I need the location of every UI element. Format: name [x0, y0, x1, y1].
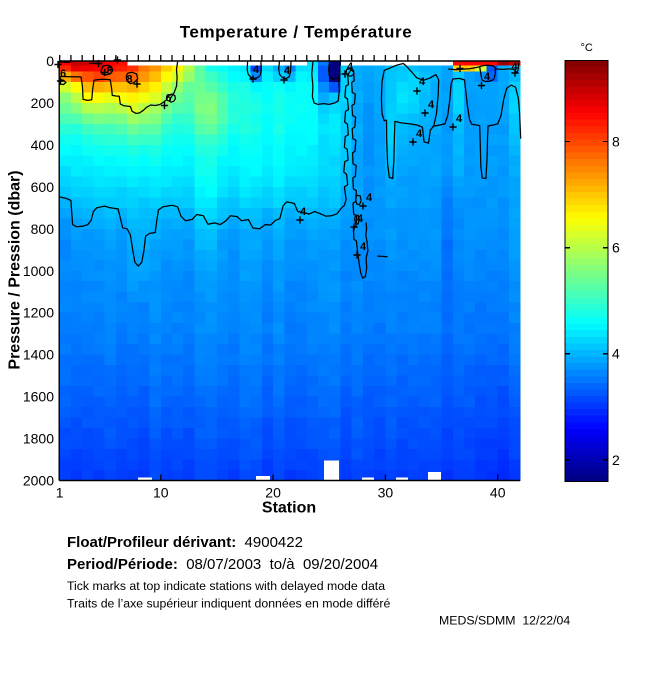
- svg-text:Temperature / Température: Temperature / Température: [180, 23, 413, 42]
- svg-text:Traits de l’axe supérieur indi: Traits de l’axe supérieur indiquent donn…: [67, 597, 391, 611]
- svg-text:MEDS/SDMM 12/22/04: MEDS/SDMM 12/22/04: [439, 614, 570, 628]
- svg-text:4: 4: [360, 241, 367, 253]
- svg-text:6: 6: [166, 93, 172, 105]
- svg-text:0: 0: [46, 53, 54, 69]
- svg-text:6: 6: [60, 68, 66, 80]
- svg-text:2000: 2000: [23, 473, 54, 489]
- svg-text:Tick marks at top indicate sta: Tick marks at top indicate stations with…: [67, 579, 385, 593]
- svg-text:4: 4: [300, 206, 307, 218]
- svg-text:4: 4: [612, 346, 620, 362]
- svg-text:Pressure / Pression (dbar): Pressure / Pression (dbar): [7, 170, 24, 369]
- svg-text:8: 8: [107, 65, 113, 77]
- svg-text:800: 800: [31, 221, 55, 237]
- svg-text:6: 6: [612, 240, 620, 256]
- svg-text:4: 4: [284, 65, 291, 77]
- svg-text:10: 10: [153, 485, 169, 501]
- svg-text:8: 8: [612, 134, 620, 150]
- svg-text:4: 4: [366, 192, 373, 204]
- svg-text:Station: Station: [262, 500, 316, 517]
- svg-text:600: 600: [31, 179, 55, 195]
- svg-text:Float/Profileur dérivant: 490: Float/Profileur dérivant: 4900422: [67, 534, 303, 551]
- svg-text:4: 4: [347, 61, 354, 73]
- svg-text:4: 4: [357, 213, 364, 225]
- svg-text:30: 30: [378, 485, 394, 501]
- svg-text:4: 4: [456, 113, 463, 125]
- svg-text:4: 4: [428, 99, 435, 111]
- svg-text:20: 20: [265, 485, 281, 501]
- svg-text:1400: 1400: [23, 347, 54, 363]
- svg-text:4: 4: [419, 76, 426, 88]
- svg-text:1800: 1800: [23, 431, 54, 447]
- svg-text:1200: 1200: [23, 305, 54, 321]
- svg-text:Period/Période: 08/07/2003 t: Period/Période: 08/07/2003 to/à 09/20/20…: [67, 556, 378, 573]
- svg-text:400: 400: [31, 137, 55, 153]
- svg-text:°C: °C: [581, 42, 593, 54]
- svg-text:1600: 1600: [23, 389, 54, 405]
- svg-text:1000: 1000: [23, 263, 54, 279]
- svg-text:40: 40: [490, 485, 506, 501]
- svg-text:4: 4: [416, 128, 423, 140]
- svg-text:4: 4: [484, 71, 491, 83]
- svg-text:4: 4: [253, 64, 260, 76]
- svg-text:8: 8: [127, 74, 133, 86]
- svg-text:2: 2: [612, 452, 620, 468]
- svg-text:200: 200: [31, 95, 55, 111]
- svg-text:1: 1: [56, 485, 64, 501]
- svg-text:4: 4: [512, 61, 519, 73]
